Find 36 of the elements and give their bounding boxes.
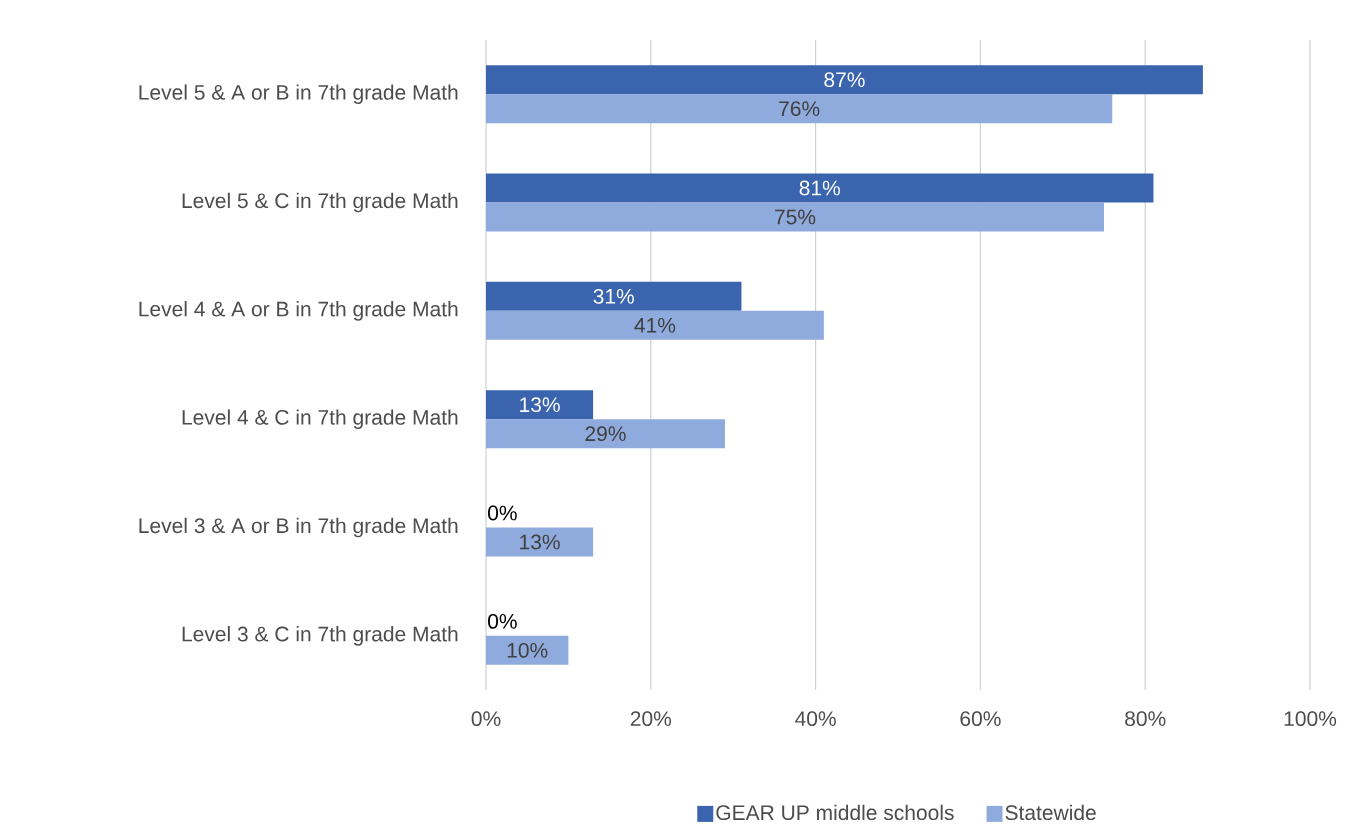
x-tick-label: 100%: [1284, 711, 1337, 727]
legend-label: GEAR UP middle schools: [716, 804, 954, 821]
bar: [486, 390, 594, 420]
data-label: 41%: [634, 317, 676, 333]
x-tick-label: 60%: [960, 711, 1001, 727]
data-label: 13%: [520, 534, 560, 550]
data-label: 10%: [507, 642, 548, 658]
bar: [486, 281, 742, 311]
bar: [486, 419, 725, 449]
bar: [486, 310, 824, 340]
y-tick-label: Level 4 & A or B in 7th grade Math: [139, 301, 458, 321]
data-label: 0%: [488, 505, 517, 521]
y-tick-label: Level 5 & C in 7th grade Math: [182, 192, 458, 213]
data-label: 75%: [775, 209, 816, 225]
x-tick-label: 40%: [795, 711, 836, 727]
legend-label: Statewide: [1005, 804, 1096, 821]
bar: [486, 94, 1113, 124]
y-tick-label: Level 3 & C in 7th grade Math: [182, 626, 458, 646]
data-label: 0%: [488, 613, 517, 629]
bar: [486, 202, 1105, 232]
data-label: 31%: [593, 288, 634, 304]
bar: [486, 527, 594, 557]
x-tick-label: 20%: [630, 711, 672, 727]
data-label: 29%: [585, 426, 626, 442]
data-label: 13%: [520, 397, 560, 413]
bar: [486, 173, 1154, 203]
data-label: 87%: [824, 72, 865, 88]
x-tick-label: 80%: [1125, 711, 1166, 727]
bar: [486, 65, 1203, 95]
y-tick-label: Level 5 & A or B in 7th grade Math: [139, 84, 458, 104]
data-label: 76%: [779, 101, 820, 117]
x-tick-label: 0%: [471, 711, 501, 727]
data-label: 81%: [799, 180, 840, 196]
y-tick-label: Level 3 & A or B in 7th grade Math: [139, 517, 458, 538]
y-tick-label: Level 4 & C in 7th grade Math: [182, 409, 458, 429]
bar: [486, 635, 569, 665]
